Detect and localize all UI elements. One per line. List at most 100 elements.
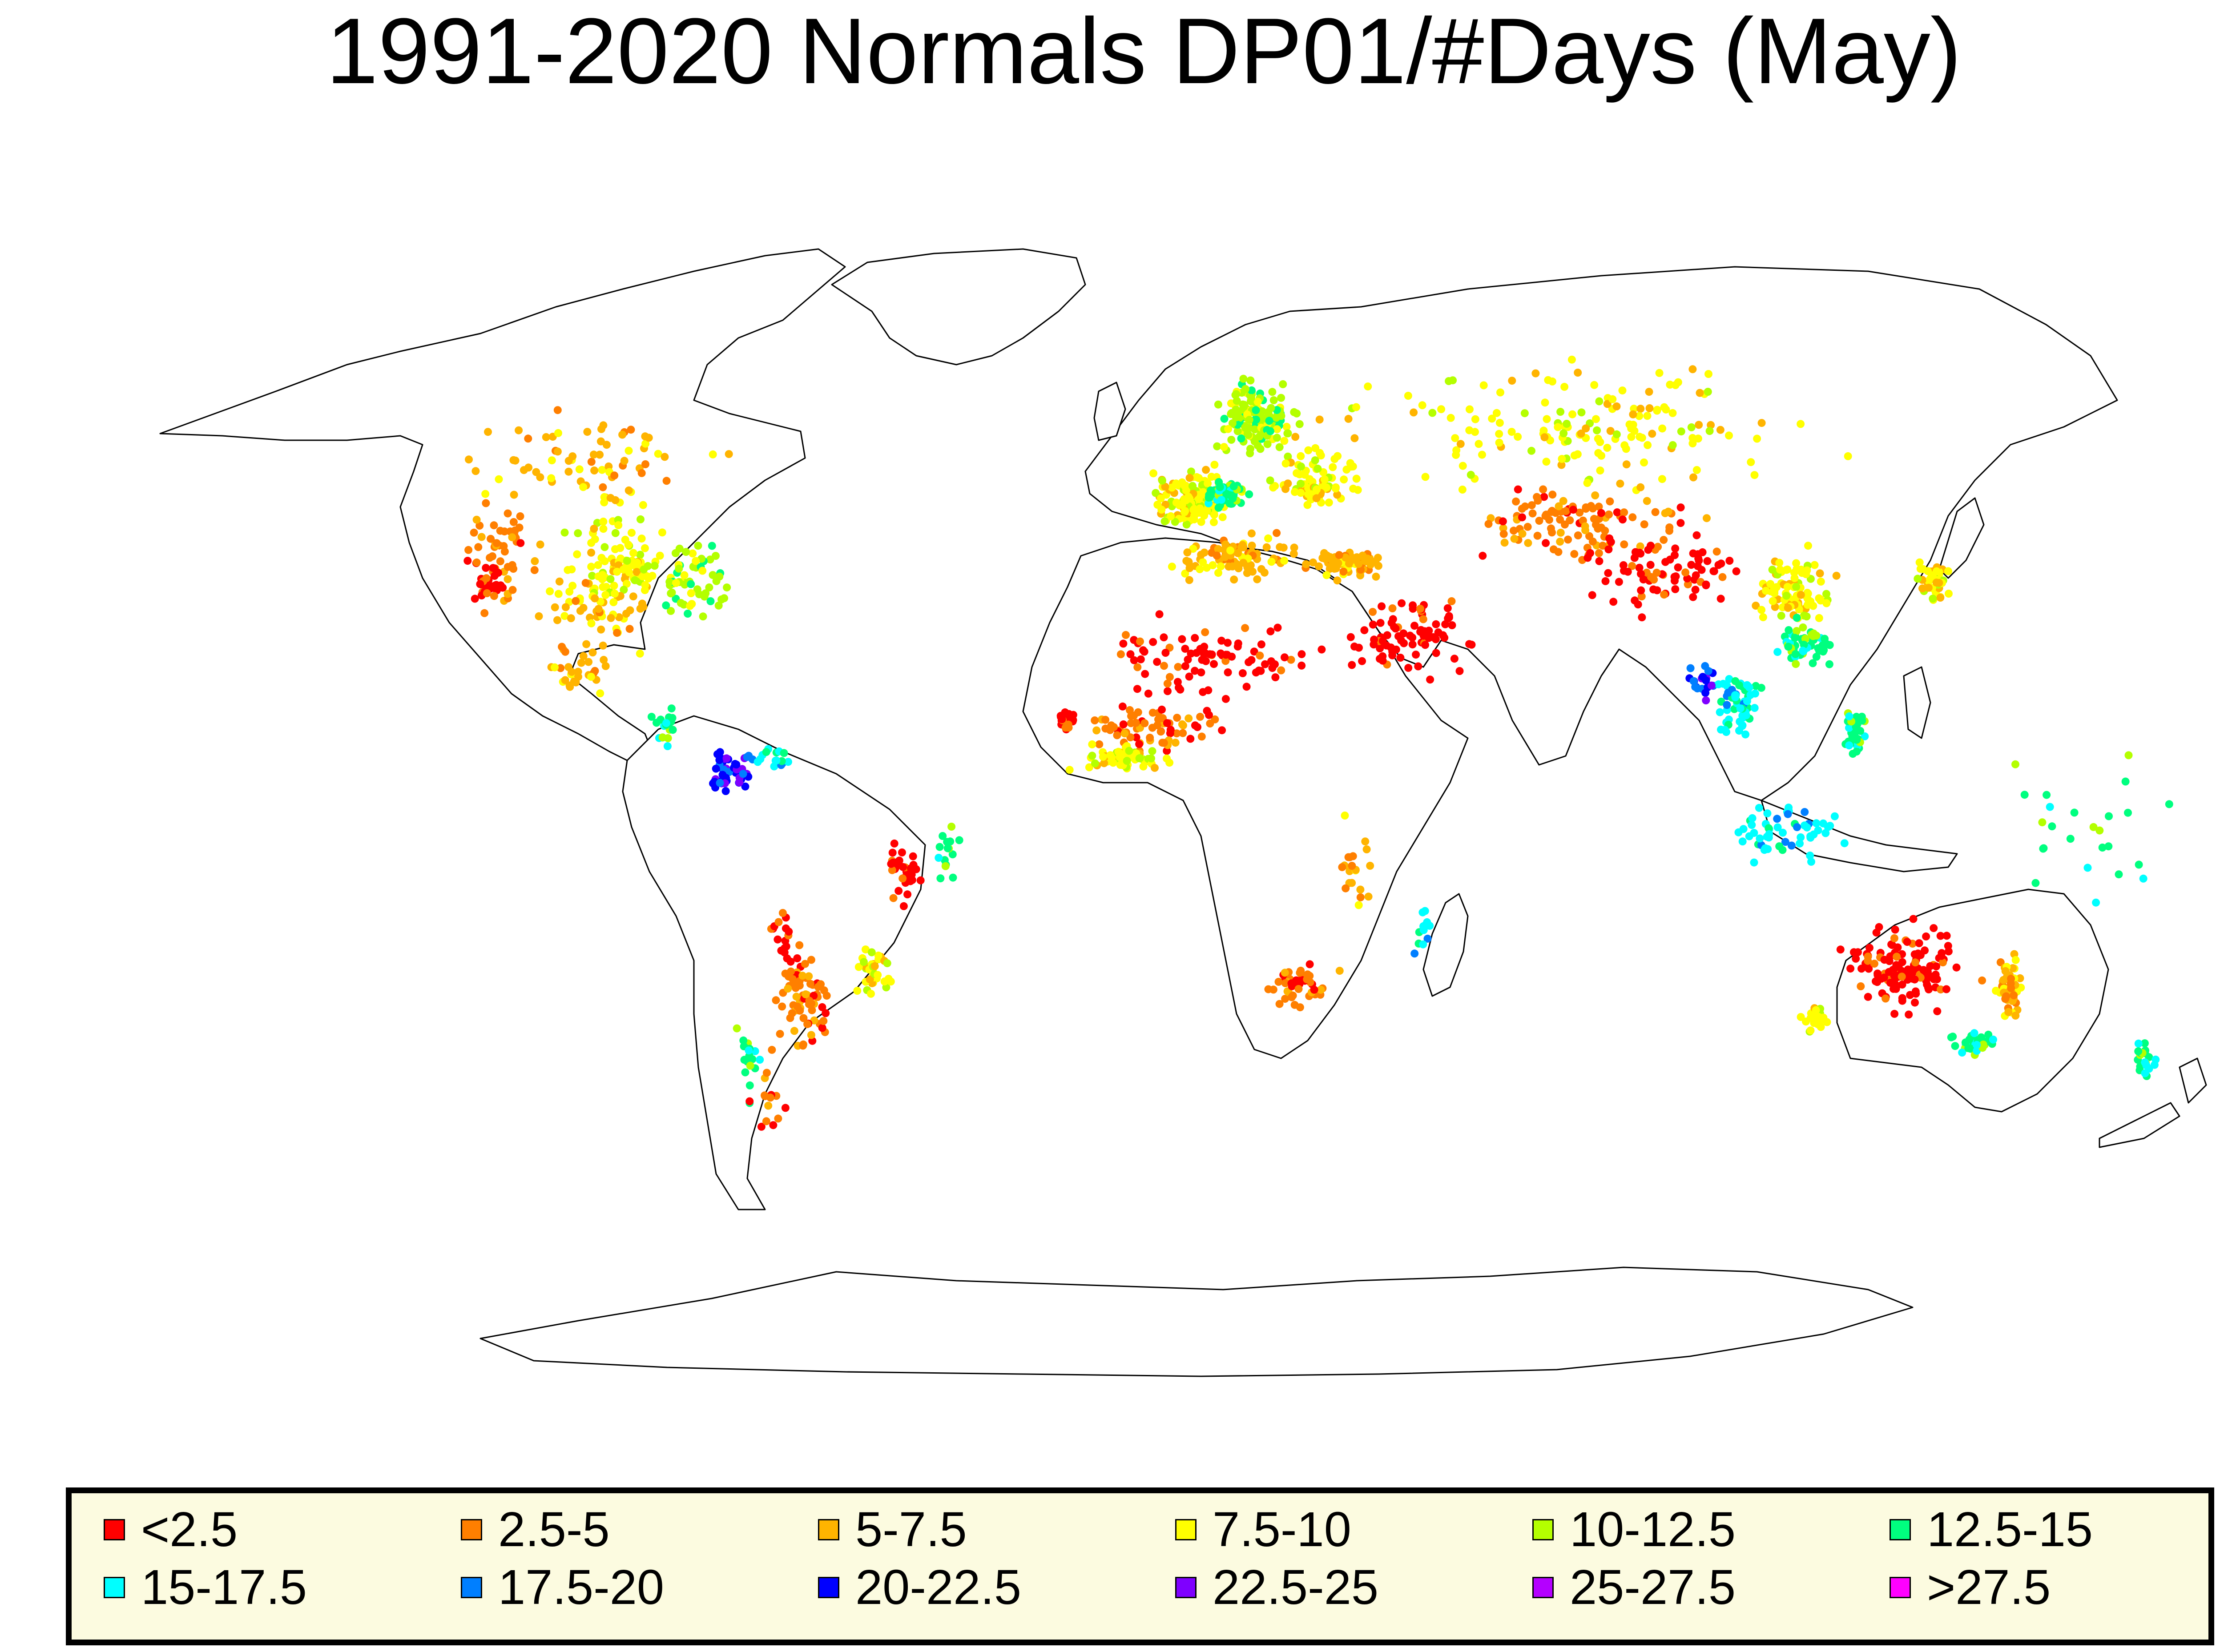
station-dot: [677, 599, 685, 607]
station-dot: [1451, 434, 1459, 442]
station-dot: [611, 529, 620, 537]
station-dot: [1180, 482, 1189, 490]
legend-label: 15-17.5: [141, 1560, 307, 1615]
station-dot: [1408, 640, 1417, 649]
station-dot: [940, 856, 949, 864]
station-dot: [1668, 441, 1677, 449]
station-dot: [1567, 355, 1576, 364]
station-dot: [1885, 957, 1894, 965]
station-dot: [574, 529, 582, 538]
station-dot: [601, 662, 610, 670]
station-dot: [1582, 424, 1590, 433]
station-dot: [1785, 804, 1793, 812]
station-dot: [1335, 551, 1343, 559]
station-dot: [1116, 761, 1124, 769]
station-dot: [1937, 952, 1946, 960]
station-dot: [1541, 398, 1549, 407]
station-dot: [1797, 1013, 1805, 1021]
station-dot: [1275, 443, 1284, 451]
station-dot: [618, 430, 627, 439]
station-dot: [1620, 508, 1628, 517]
station-dot: [648, 571, 657, 580]
station-dot: [1195, 495, 1203, 503]
station-dot: [1397, 636, 1406, 645]
station-dot: [1288, 993, 1296, 1001]
station-dot: [1890, 1009, 1899, 1018]
station-dot: [916, 876, 925, 884]
station-dot: [818, 1024, 826, 1032]
station-dot: [883, 959, 891, 968]
station-dot: [1209, 518, 1218, 527]
station-dot: [1181, 644, 1189, 653]
station-dot: [516, 512, 524, 520]
station-dot: [1914, 575, 1922, 583]
station-dot: [1739, 825, 1748, 833]
station-dot: [1130, 656, 1138, 664]
station-dot: [1196, 504, 1204, 513]
station-dot: [1419, 926, 1428, 934]
station-dot: [1247, 394, 1256, 402]
station-dot: [532, 468, 540, 476]
station-dot: [1518, 505, 1526, 513]
station-dot: [1356, 893, 1365, 901]
station-dot: [1364, 892, 1373, 901]
station-dot: [1488, 414, 1496, 423]
station-dot: [1560, 382, 1569, 391]
station-dot: [709, 450, 717, 458]
station-dot: [1214, 400, 1222, 409]
station-dot: [1814, 826, 1822, 835]
station-dot: [641, 439, 650, 448]
station-dot: [1688, 434, 1697, 442]
station-dot: [1267, 558, 1276, 566]
station-dot: [579, 604, 588, 612]
station-dot: [1349, 484, 1358, 493]
station-dot: [594, 572, 603, 581]
station-dot: [2048, 822, 2056, 831]
station-dot: [1249, 567, 1257, 576]
station-dot: [531, 557, 539, 565]
station-dot: [778, 909, 787, 917]
station-dot: [596, 450, 604, 459]
station-dot: [1583, 479, 1591, 487]
station-dot: [587, 672, 595, 681]
station-dot: [1918, 584, 1926, 593]
station-dot: [600, 655, 608, 664]
station-dot: [716, 748, 724, 756]
station-dot: [1311, 456, 1319, 465]
station-dot: [1092, 726, 1101, 735]
station-dot: [516, 539, 525, 547]
station-dot: [1569, 506, 1577, 514]
legend-item-12-5-to-15: 12.5-15: [1890, 1503, 2093, 1556]
station-dot: [1588, 537, 1597, 546]
station-dot: [1810, 1019, 1818, 1027]
station-dot: [1540, 493, 1548, 501]
station-dot: [1806, 832, 1815, 840]
madagascar-outline: [1422, 893, 1469, 997]
station-dot: [1832, 571, 1841, 580]
station-dot: [1710, 567, 1718, 575]
station-dot: [1620, 540, 1628, 549]
station-dot: [1209, 561, 1217, 569]
station-dot: [1445, 377, 1453, 385]
station-dot: [1140, 719, 1149, 728]
station-dot: [1428, 409, 1437, 417]
station-dot: [1745, 832, 1753, 840]
station-dot: [1419, 631, 1428, 640]
station-dot: [1543, 415, 1551, 423]
station-dot: [600, 543, 609, 551]
station-dot: [591, 535, 599, 543]
station-dot: [1849, 750, 1857, 758]
station-dot: [553, 447, 562, 456]
station-dot: [1185, 672, 1193, 681]
station-dot: [1765, 830, 1773, 838]
station-dot: [894, 887, 903, 895]
station-dot: [1315, 415, 1324, 424]
station-dot: [1618, 386, 1627, 395]
station-dot: [698, 567, 707, 575]
station-dot: [785, 928, 793, 936]
station-dot: [484, 428, 492, 436]
station-dot: [955, 836, 963, 844]
station-dot: [1616, 479, 1624, 488]
station-dot: [1239, 374, 1248, 383]
station-dot: [1939, 958, 1947, 967]
